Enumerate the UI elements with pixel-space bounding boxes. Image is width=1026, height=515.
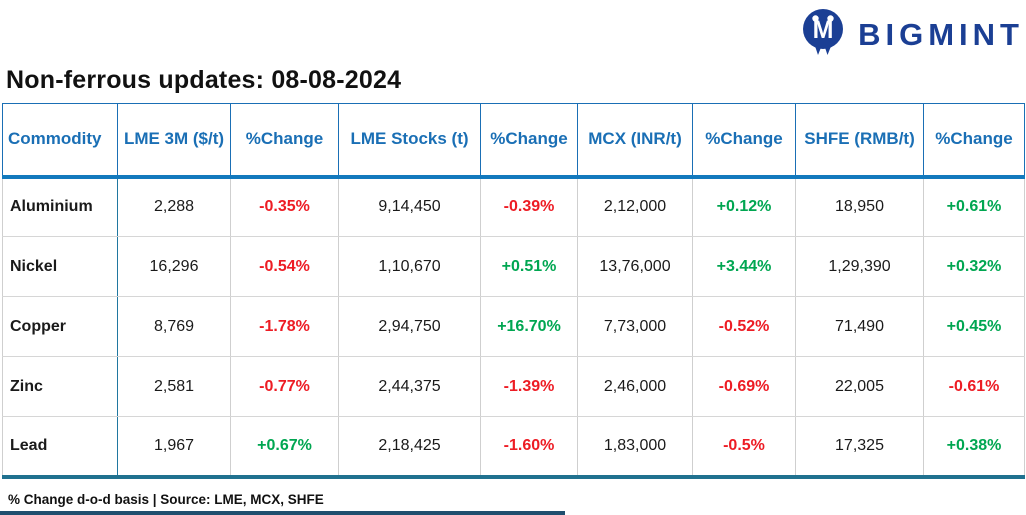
- value-cell: 22,005: [795, 356, 924, 417]
- pct-change-cell: +0.45%: [923, 296, 1025, 357]
- table-header-row: Commodity LME 3M ($/t) %Change LME Stock…: [2, 103, 1025, 179]
- svg-text:M: M: [813, 16, 834, 44]
- value-cell: 2,12,000: [577, 176, 693, 237]
- col-header-shfe: SHFE (RMB/t): [795, 103, 924, 179]
- value-cell: 8,769: [117, 296, 231, 357]
- col-header-change-2: %Change: [480, 103, 578, 179]
- table-row: Lead 1,967 +0.67% 2,18,425 -1.60% 1,83,000 -0.…: [2, 416, 1025, 479]
- value-cell: 2,44,375: [338, 356, 481, 417]
- pct-change-cell: -1.60%: [480, 416, 578, 479]
- col-header-change-3: %Change: [692, 103, 796, 179]
- commodity-cell: Nickel: [2, 236, 118, 297]
- table-body: Aluminium 2,288 -0.35% 9,14,450 -0.39% 2,12,0…: [2, 176, 1025, 479]
- value-cell: 17,325: [795, 416, 924, 479]
- commodity-cell: Copper: [2, 296, 118, 357]
- pct-change-cell: -0.5%: [692, 416, 796, 479]
- value-cell: 1,29,390: [795, 236, 924, 297]
- bigmint-logo: M BIGMINT: [798, 8, 1024, 61]
- commodity-cell: Aluminium: [2, 176, 118, 237]
- brand-wordmark: BIGMINT: [858, 16, 1024, 52]
- value-cell: 18,950: [795, 176, 924, 237]
- pct-change-cell: -0.61%: [923, 356, 1025, 417]
- value-cell: 7,73,000: [577, 296, 693, 357]
- col-header-change-1: %Change: [230, 103, 339, 179]
- value-cell: 2,18,425: [338, 416, 481, 479]
- commodity-cell: Lead: [2, 416, 118, 479]
- pct-change-cell: -0.35%: [230, 176, 339, 237]
- value-cell: 1,967: [117, 416, 231, 479]
- commodity-cell: Zinc: [2, 356, 118, 417]
- pct-change-cell: -0.77%: [230, 356, 339, 417]
- col-header-lme3m: LME 3M ($/t): [117, 103, 231, 179]
- pct-change-cell: +16.70%: [480, 296, 578, 357]
- pct-change-cell: -1.78%: [230, 296, 339, 357]
- value-cell: 2,581: [117, 356, 231, 417]
- value-cell: 71,490: [795, 296, 924, 357]
- table-row: Copper 8,769 -1.78% 2,94,750 +16.70% 7,73,000…: [2, 296, 1025, 357]
- col-header-commodity: Commodity: [2, 103, 118, 179]
- pct-change-cell: +0.32%: [923, 236, 1025, 297]
- pct-change-cell: +0.61%: [923, 176, 1025, 237]
- prices-table: Commodity LME 3M ($/t) %Change LME Stock…: [2, 103, 1025, 479]
- table-row: Nickel 16,296 -0.54% 1,10,670 +0.51% 13,76,00…: [2, 236, 1025, 297]
- col-header-mcx: MCX (INR/t): [577, 103, 693, 179]
- pct-change-cell: +3.44%: [692, 236, 796, 297]
- bottom-accent-bar: [0, 511, 565, 515]
- pct-change-cell: -0.39%: [480, 176, 578, 237]
- value-cell: 1,10,670: [338, 236, 481, 297]
- value-cell: 2,46,000: [577, 356, 693, 417]
- source-footnote: % Change d-o-d basis | Source: LME, MCX,…: [8, 492, 324, 507]
- pct-change-cell: -0.69%: [692, 356, 796, 417]
- page-title: Non-ferrous updates: 08-08-2024: [6, 66, 402, 94]
- pct-change-cell: -0.52%: [692, 296, 796, 357]
- value-cell: 2,94,750: [338, 296, 481, 357]
- pct-change-cell: -0.54%: [230, 236, 339, 297]
- pct-change-cell: +0.51%: [480, 236, 578, 297]
- value-cell: 9,14,450: [338, 176, 481, 237]
- table-row: Aluminium 2,288 -0.35% 9,14,450 -0.39% 2,12,0…: [2, 176, 1025, 237]
- table-row: Zinc 2,581 -0.77% 2,44,375 -1.39% 2,46,000 -0.…: [2, 356, 1025, 417]
- value-cell: 1,83,000: [577, 416, 693, 479]
- col-header-change-4: %Change: [923, 103, 1025, 179]
- col-header-lme-stocks: LME Stocks (t): [338, 103, 481, 179]
- bigmint-logo-icon: M: [798, 8, 848, 61]
- pct-change-cell: +0.12%: [692, 176, 796, 237]
- pct-change-cell: -1.39%: [480, 356, 578, 417]
- value-cell: 2,288: [117, 176, 231, 237]
- value-cell: 13,76,000: [577, 236, 693, 297]
- value-cell: 16,296: [117, 236, 231, 297]
- pct-change-cell: +0.67%: [230, 416, 339, 479]
- pct-change-cell: +0.38%: [923, 416, 1025, 479]
